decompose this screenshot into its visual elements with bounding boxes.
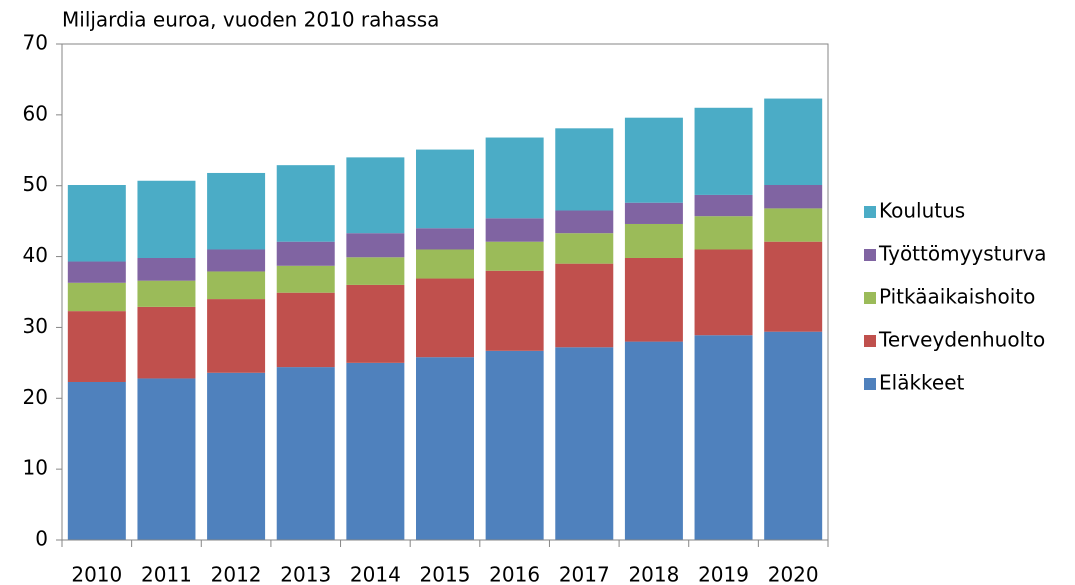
y-tick-label: 0	[35, 527, 48, 551]
bar-segment	[67, 261, 126, 283]
x-tick-label: 2010	[71, 563, 122, 585]
bar-segment	[416, 357, 474, 540]
legend-swatch	[864, 206, 876, 218]
bar-segment	[555, 128, 614, 211]
legend-swatch	[864, 292, 876, 304]
bar-segment	[346, 362, 405, 540]
bar-segment	[276, 241, 335, 266]
legend-swatch	[864, 378, 876, 390]
bar-segment	[416, 228, 474, 250]
bar-segment	[624, 117, 683, 203]
bar-segment	[346, 233, 405, 258]
bar-segment	[764, 241, 823, 332]
x-tick-label: 2012	[211, 563, 262, 585]
x-tick-label: 2015	[420, 563, 471, 585]
x-tick-label: 2017	[559, 563, 610, 585]
bar-segment	[624, 202, 683, 224]
bar-segment	[764, 98, 823, 186]
bar-segment	[276, 265, 335, 293]
y-tick-label: 20	[23, 385, 48, 409]
bar-segment	[624, 223, 683, 258]
x-tick-label: 2020	[768, 563, 819, 585]
bar-segment	[67, 185, 126, 262]
bar-segment	[694, 335, 753, 540]
y-tick-label: 30	[23, 314, 48, 338]
bar-segment	[137, 180, 196, 258]
legend-swatch	[864, 249, 876, 261]
bar-segment	[764, 185, 823, 209]
y-tick-label: 50	[23, 172, 48, 196]
y-tick-label: 10	[23, 456, 48, 480]
bar-segment	[416, 278, 474, 358]
bar-segment	[137, 280, 196, 307]
bar-segment	[624, 257, 683, 342]
bar-segment	[346, 257, 405, 285]
y-tick-label: 40	[23, 243, 48, 267]
bar-segment	[276, 292, 335, 368]
x-tick-label: 2018	[628, 563, 679, 585]
bar-segment	[346, 284, 405, 363]
bar-segment	[764, 331, 823, 540]
bar-segment	[207, 271, 266, 300]
bar-segment	[137, 378, 196, 540]
chart-title: Miljardia euroa, vuoden 2010 rahassa	[62, 8, 439, 32]
x-tick-label: 2013	[280, 563, 331, 585]
bar-segment	[764, 208, 823, 242]
bar-segment	[694, 216, 753, 250]
legend-label: Koulutus	[879, 199, 965, 223]
bar-segment	[207, 249, 266, 272]
bar-segment	[485, 270, 544, 351]
bar-segment	[485, 137, 544, 219]
bar-segment	[207, 299, 266, 373]
bar-segment	[207, 172, 266, 250]
bar-segment	[416, 249, 474, 279]
legend-label: Työttömyysturva	[878, 242, 1047, 266]
legend-swatch	[864, 335, 876, 347]
bar-segment	[485, 241, 544, 271]
legend-label: Eläkkeet	[879, 371, 965, 395]
x-tick-label: 2019	[698, 563, 749, 585]
x-tick-label: 2014	[350, 563, 401, 585]
bar-segment	[276, 367, 335, 540]
x-tick-label: 2011	[141, 563, 192, 585]
bar-segment	[694, 249, 753, 336]
y-tick-label: 70	[23, 31, 48, 55]
bar-segment	[555, 210, 614, 234]
bar-segment	[67, 282, 126, 312]
bar-segment	[555, 263, 614, 348]
bar-segment	[276, 165, 335, 242]
legend-label: Pitkäaikaishoito	[879, 285, 1035, 309]
bar-segment	[346, 157, 405, 234]
bar-segment	[694, 107, 753, 195]
bar-segment	[555, 233, 614, 264]
bar-segment	[694, 194, 753, 217]
legend-label: Terveydenhuolto	[878, 328, 1045, 352]
bar-segment	[137, 306, 196, 379]
y-tick-label: 60	[23, 101, 48, 125]
bar-segment	[207, 372, 266, 540]
bar-segment	[67, 381, 126, 540]
bar-segment	[416, 149, 474, 229]
x-tick-label: 2016	[489, 563, 540, 585]
bar-segment	[555, 347, 614, 540]
bar-segment	[624, 341, 683, 540]
bar-segment	[485, 350, 544, 540]
bar-segment	[485, 218, 544, 242]
bar-segment	[67, 311, 126, 382]
bar-segment	[137, 257, 196, 281]
